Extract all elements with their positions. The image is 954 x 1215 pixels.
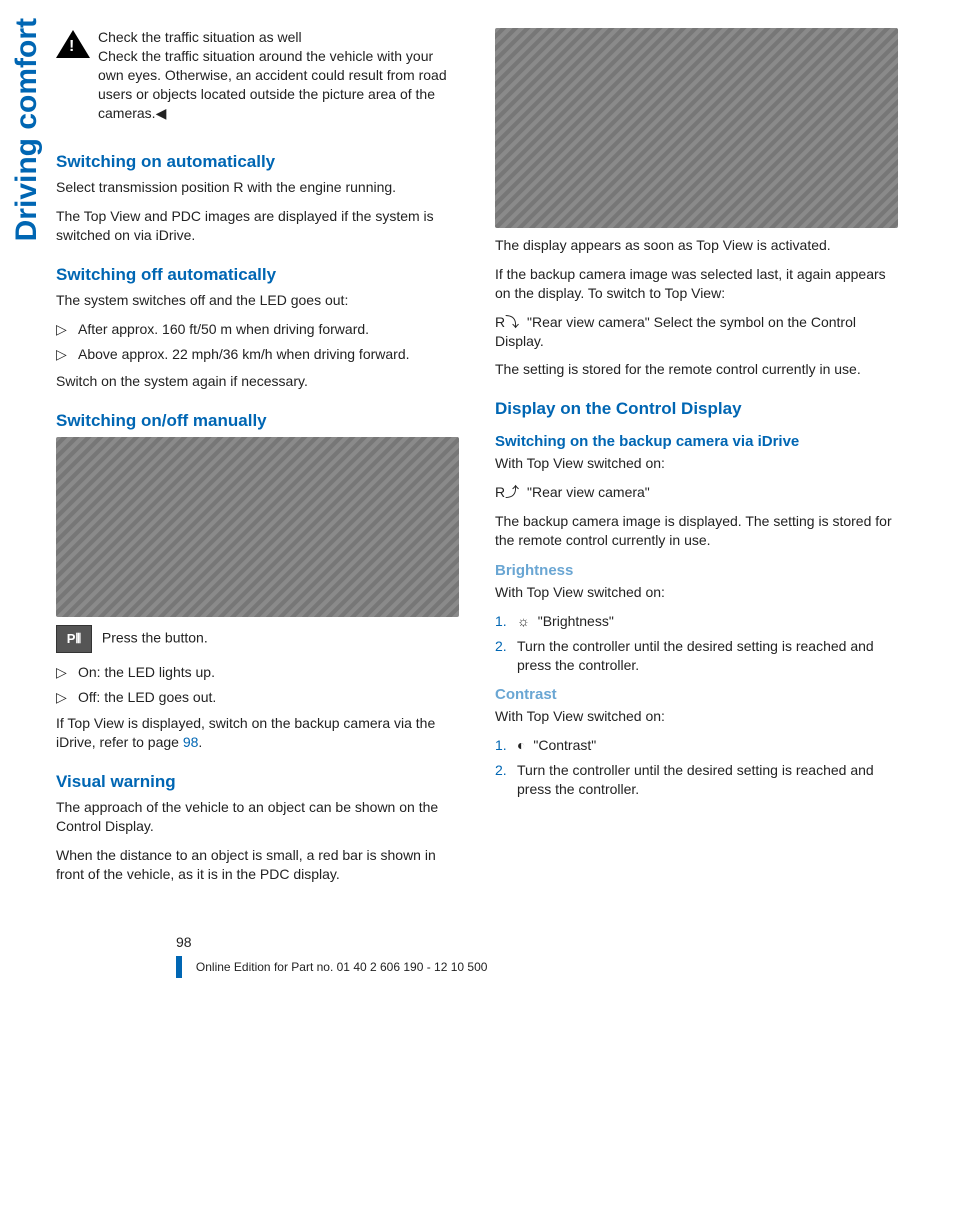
list-item: 2. Turn the controller until the desired… — [495, 637, 898, 675]
right-column: The display appears as soon as Top View … — [495, 28, 898, 894]
para: Select transmission position R with the … — [56, 178, 459, 197]
footer-text: Online Edition for Part no. 01 40 2 606 … — [196, 960, 488, 974]
list-item: 1. ◐ "Contrast" — [495, 736, 898, 755]
heading-switch-backup-idrive: Switching on the backup camera via iDriv… — [495, 433, 898, 450]
list-item: Off: the LED goes out. — [56, 688, 459, 707]
para: With Top View switched on: — [495, 707, 898, 726]
list-item: On: the LED lights up. — [56, 663, 459, 682]
heading-switch-off-auto: Switching off automatically — [56, 265, 459, 285]
para-rear-cam: R⤴ "Rear view camera" — [495, 483, 898, 502]
para: The setting is stored for the remote con… — [495, 360, 898, 379]
p-button-icon: P⦀ — [56, 625, 92, 653]
footer-rule — [176, 956, 182, 978]
text: Turn the controller until the desired se… — [517, 638, 874, 673]
page-number: 98 — [176, 934, 192, 950]
para: With Top View switched on: — [495, 583, 898, 602]
text: "Brightness" — [534, 613, 614, 629]
list-number: 2. — [495, 637, 507, 656]
para: The display appears as soon as Top View … — [495, 236, 898, 255]
figure-center-console — [56, 437, 459, 617]
page-link-98[interactable]: 98 — [183, 734, 199, 750]
para-rear-cam-select: R⤵ "Rear view camera" Select the symbol … — [495, 313, 898, 351]
rear-camera-select-icon: R⤵ — [495, 314, 519, 330]
para: With Top View switched on: — [495, 454, 898, 473]
footer: 98 Online Edition for Part no. 01 40 2 6… — [56, 934, 898, 978]
list-item: 1. ☼ "Brightness" — [495, 612, 898, 631]
para: The Top View and PDC images are displaye… — [56, 207, 459, 245]
list-item: After approx. 160 ft/50 m when driving f… — [56, 320, 459, 339]
list-number: 1. — [495, 736, 507, 755]
list-number: 1. — [495, 612, 507, 631]
brightness-icon: ☼ — [517, 613, 530, 629]
heading-switch-on-auto: Switching on automatically — [56, 152, 459, 172]
text: . — [198, 734, 202, 750]
heading-contrast: Contrast — [495, 686, 898, 703]
left-column: Check the traffic situation as well Chec… — [56, 28, 459, 894]
para-backup-idrive: If Top View is displayed, switch on the … — [56, 714, 459, 752]
para: Switch on the system again if necessary. — [56, 372, 459, 391]
para: When the distance to an object is small,… — [56, 846, 459, 884]
text: "Rear view camera" — [523, 484, 650, 500]
warning-text: Check the traffic situation as well Chec… — [98, 28, 459, 122]
heading-display-control-display: Display on the Control Display — [495, 399, 898, 419]
heading-brightness: Brightness — [495, 562, 898, 579]
para: The system switches off and the LED goes… — [56, 291, 459, 310]
text: Turn the controller until the desired se… — [517, 762, 874, 797]
list-item: Above approx. 22 mph/36 km/h when drivin… — [56, 345, 459, 364]
para: The backup camera image is displayed. Th… — [495, 512, 898, 550]
para: The approach of the vehicle to an object… — [56, 798, 459, 836]
para-press-button: P⦀ Press the button. — [56, 625, 459, 653]
list-number: 2. — [495, 761, 507, 780]
contrast-icon: ◐ — [517, 737, 525, 753]
warning-title: Check the traffic situation as well — [98, 29, 302, 45]
press-button-text: Press the button. — [102, 629, 208, 645]
heading-visual-warning: Visual warning — [56, 772, 459, 792]
text: "Rear view camera" Select the symbol on … — [495, 314, 856, 349]
side-tab-label: Driving comfort — [10, 18, 44, 241]
figure-top-view — [495, 28, 898, 228]
warning-body: Check the traffic situation around the v… — [98, 48, 447, 121]
warning-block: Check the traffic situation as well Chec… — [56, 28, 459, 132]
text: If Top View is displayed, switch on the … — [56, 715, 435, 750]
list-item: 2. Turn the controller until the desired… — [495, 761, 898, 799]
rear-camera-icon: R⤴ — [495, 484, 519, 500]
text: "Contrast" — [529, 737, 596, 753]
para: If the backup camera image was selected … — [495, 265, 898, 303]
warning-icon — [56, 30, 90, 58]
heading-switch-manual: Switching on/off manually — [56, 411, 459, 431]
